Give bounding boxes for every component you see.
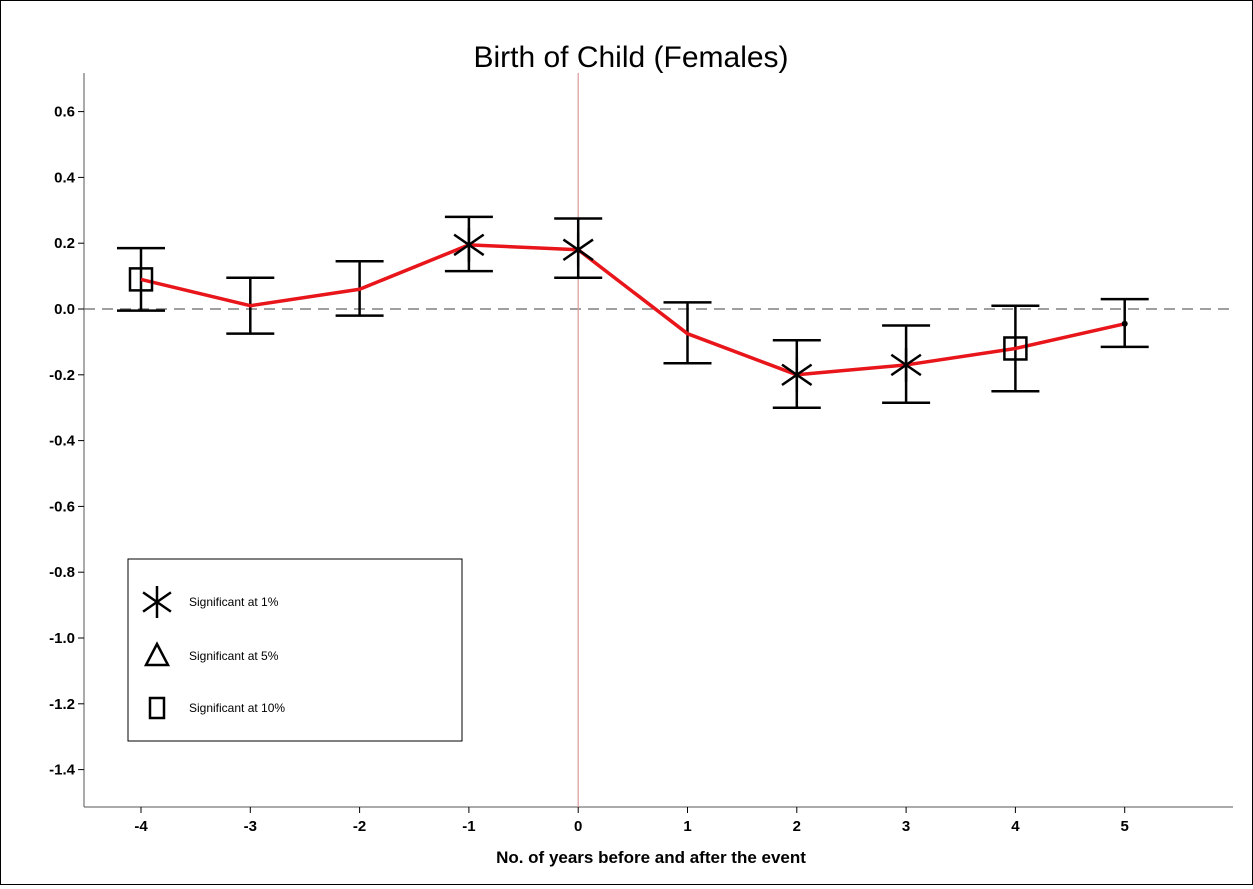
x-tick-label: 2 (793, 818, 801, 835)
x-tick-label: -4 (134, 818, 148, 835)
square-icon (148, 696, 166, 720)
asterisk-stroke (562, 238, 594, 262)
dot-marker (1121, 320, 1128, 327)
legend: Significant at 1% Significant at 5% Signif… (127, 558, 463, 742)
legend-label: Significant at 10% (189, 701, 285, 715)
x-tick-label: -2 (353, 818, 366, 835)
x-tick-label: -1 (462, 818, 475, 835)
x-tick-label: -3 (244, 818, 257, 835)
asterisk-stroke (142, 591, 172, 613)
estimate-line (140, 243, 1126, 377)
y-tick-label: -1.2 (49, 696, 75, 713)
reference-lines (84, 73, 1233, 807)
x-tick-label: 3 (902, 818, 910, 835)
legend-label: Significant at 5% (189, 649, 279, 663)
y-tick-label: -0.4 (49, 433, 76, 450)
square-marker (1003, 336, 1028, 361)
series-markers (128, 227, 1128, 392)
square-marker (128, 267, 154, 292)
asterisk-icon (142, 586, 172, 618)
asterisk-marker (453, 227, 485, 262)
axes: 0.6 0.4 0.2 0.0 -0.2 -0.4 -0.6 -0.8 -1.0 -1.2 -1.4… (49, 73, 1233, 835)
asterisk-stroke (781, 363, 813, 387)
x-tick-label: 5 (1121, 818, 1129, 835)
y-tick-label: -1.4 (49, 762, 76, 779)
asterisk-marker (781, 357, 813, 392)
x-axis-title: No. of years before and after the event (496, 848, 806, 867)
series-lines (140, 243, 1126, 377)
y-tick-label: 0.2 (54, 235, 75, 252)
y-tick-label: -1.0 (49, 630, 75, 647)
y-tick-label: 0.0 (54, 301, 75, 318)
chart-title: Birth of Child (Females) (473, 41, 788, 74)
x-tick-label: 1 (683, 818, 691, 835)
x-tick-label: 4 (1011, 818, 1020, 835)
triangle-icon (143, 641, 171, 667)
legend-label: Significant at 1% (189, 595, 279, 609)
y-tick-label: 0.4 (54, 169, 76, 186)
x-tick-label: 0 (574, 818, 582, 835)
y-tick-label: -0.8 (49, 564, 75, 581)
y-tick-label: -0.2 (49, 367, 75, 384)
asterisk-marker (890, 347, 922, 382)
y-tick-label: 0.6 (54, 104, 75, 121)
error-bars (117, 215, 1149, 409)
asterisk-marker (562, 232, 594, 267)
legend-box (127, 558, 463, 742)
asterisk-stroke (453, 233, 485, 257)
asterisk-stroke (890, 353, 922, 377)
y-tick-label: -0.6 (49, 498, 75, 515)
